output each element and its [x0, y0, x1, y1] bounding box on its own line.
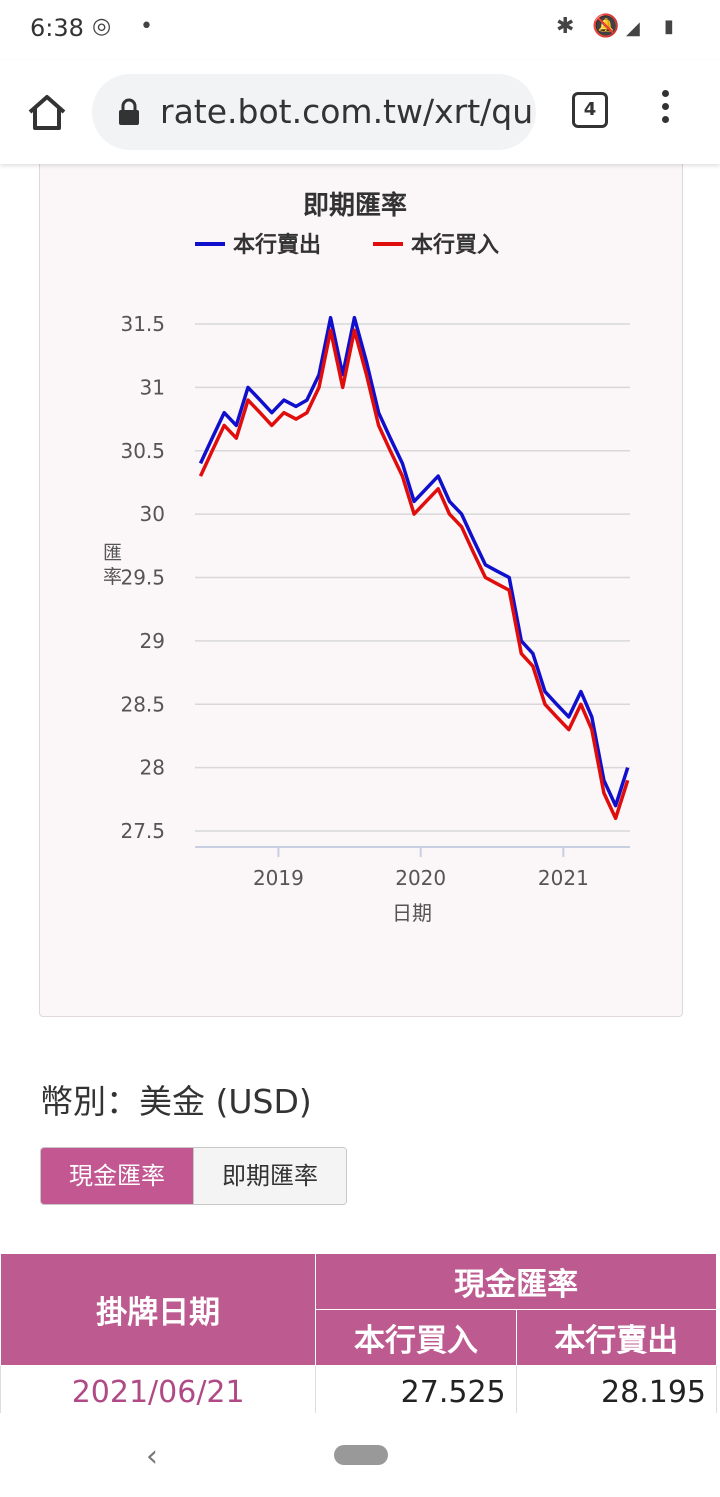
y-tick-label: 27.5 [120, 819, 165, 843]
status-bar: 6:38 ◎ • ✱ 🔕 ◢ ▮ [0, 0, 720, 60]
home-icon[interactable] [22, 88, 72, 138]
series-line-buy [198, 328, 630, 821]
status-time: 6:38 [30, 14, 84, 42]
x-axis-label: 日期 [392, 901, 432, 925]
legend-label-buy: 本行買入 [411, 232, 499, 258]
bluetooth-icon: ✱ [556, 14, 575, 39]
x-tick-label: 2019 [253, 866, 304, 890]
lock-icon [119, 98, 139, 125]
chart-legend: 本行賣出 本行買入 [195, 232, 499, 258]
y-tick-label: 31.5 [120, 312, 165, 336]
currency-label: 幣別：美金 (USD) [40, 1082, 312, 1121]
y-tick-label: 28.5 [120, 692, 165, 716]
y-tick-label: 31 [140, 375, 165, 399]
y-tick-labels: 27.5 28 28.5 29 29.5 30 30.5 31 31.5 [120, 312, 165, 843]
chart-title: 即期匯率 [303, 190, 407, 221]
spot-rate-button[interactable]: 即期匯率 [193, 1148, 346, 1204]
browser-toolbar: rate.bot.com.tw/xrt/qu 4 [0, 60, 720, 164]
chart-card: 即期匯率 本行賣出 本行買入 匯率 日期 27.5 28 28.5 29 29.5 30 3… [39, 150, 683, 1017]
cash-rate-button[interactable]: 現金匯率 [41, 1148, 193, 1204]
y-tick-label: 28 [140, 756, 165, 780]
mute-icon: 🔕 [592, 14, 620, 39]
y-tick-label: 30 [140, 502, 165, 526]
tab-switcher-button[interactable]: 4 [572, 92, 608, 128]
address-bar[interactable]: rate.bot.com.tw/xrt/qu [92, 74, 536, 150]
home-pill[interactable] [334, 1445, 388, 1465]
rate-type-toggle: 現金匯率 即期匯率 [40, 1147, 347, 1205]
table-row: 2021/06/21 27.525 28.195 [0, 1365, 718, 1419]
notification-dot-icon: • [140, 14, 153, 39]
cash-rate-group-header: 現金匯率 [315, 1253, 717, 1310]
sell-header: 本行賣出 [515, 1309, 718, 1366]
signal-icon: ◢ [626, 18, 640, 39]
x-tick-label: 2021 [538, 866, 589, 890]
buy-header: 本行買入 [315, 1309, 517, 1366]
x-tick-label: 2020 [395, 866, 446, 890]
y-tick-label: 30.5 [120, 439, 165, 463]
series-line-sell [198, 315, 630, 808]
x-tick-labels: 2019 2020 2021 [253, 847, 589, 890]
y-tick-label: 29.5 [120, 566, 165, 590]
chart-grid [195, 323, 630, 848]
y-tick-label: 29 [140, 629, 165, 653]
chart-series [198, 315, 630, 821]
back-icon[interactable]: ‹ [146, 1439, 158, 1474]
overflow-menu-icon[interactable] [655, 90, 675, 130]
rates-table: 掛牌日期 現金匯率 本行買入 本行賣出 2021/06/21 27.525 28… [0, 1253, 718, 1419]
battery-icon: ▮ [664, 16, 674, 37]
row-sell-rate: 28.195 [515, 1365, 718, 1419]
legend-label-sell: 本行賣出 [233, 232, 321, 258]
y-axis-label: 匯率 [103, 542, 122, 588]
date-header: 掛牌日期 [0, 1253, 317, 1366]
system-nav-bar: ‹ [0, 1413, 720, 1497]
row-date[interactable]: 2021/06/21 [0, 1365, 317, 1419]
rate-chart: 即期匯率 本行賣出 本行買入 匯率 日期 27.5 28 28.5 29 29.5 30 3… [103, 190, 630, 925]
url-text: rate.bot.com.tw/xrt/qu [160, 92, 534, 131]
row-buy-rate: 27.525 [315, 1365, 517, 1419]
notification-app-icon: ◎ [92, 14, 112, 39]
